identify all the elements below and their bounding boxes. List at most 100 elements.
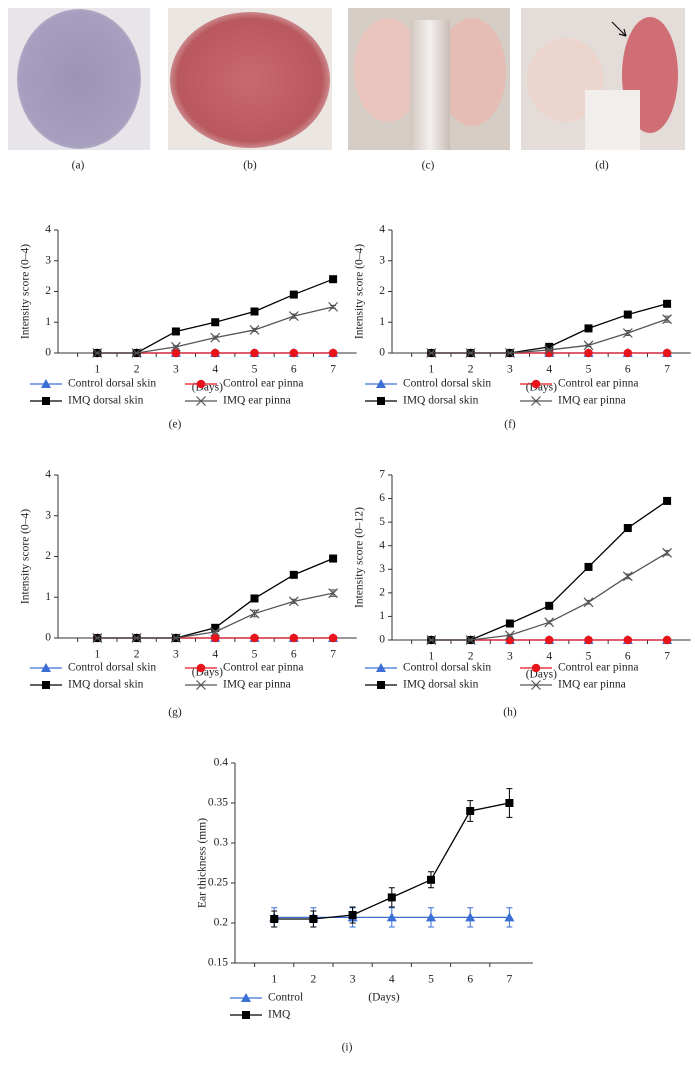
- y-tick-label: 0: [379, 347, 385, 359]
- photo-caption: (a): [72, 160, 85, 172]
- x-tick-label: 5: [428, 974, 434, 986]
- y-tick-label: 5: [379, 516, 385, 528]
- x-tick-label: 1: [94, 364, 100, 376]
- x-tick-label: 1: [94, 649, 100, 661]
- marker: [210, 332, 221, 343]
- marker: [544, 635, 554, 645]
- x-tick-label: 4: [546, 651, 552, 663]
- marker: [504, 630, 515, 641]
- marker: [250, 594, 259, 603]
- y-tick-label: 2: [45, 550, 51, 562]
- marker: [250, 307, 259, 316]
- marker: [377, 681, 385, 689]
- marker: [196, 663, 206, 673]
- marker: [623, 635, 633, 645]
- marker: [584, 348, 593, 358]
- x-tick-label: 1: [428, 651, 434, 663]
- x-tick-label: 7: [330, 649, 336, 661]
- panel-caption: (e): [169, 419, 182, 431]
- marker: [623, 524, 632, 533]
- legend-label: IMQ: [268, 1009, 291, 1021]
- marker: [376, 379, 386, 388]
- marker: [196, 396, 206, 406]
- marker: [584, 324, 593, 333]
- marker: [171, 348, 181, 358]
- marker: [288, 311, 299, 322]
- y-tick-label: 7: [379, 469, 385, 481]
- series-line: [431, 552, 668, 641]
- marker: [42, 681, 50, 689]
- y-tick-label: 0.35: [208, 797, 228, 809]
- marker: [584, 635, 593, 645]
- photo-a: [8, 8, 150, 150]
- y-tick-label: 0.4: [214, 757, 229, 769]
- marker: [196, 680, 206, 690]
- y-axis-label: Intensity score (0–12): [354, 507, 366, 608]
- x-tick-label: 2: [468, 651, 474, 663]
- marker: [531, 663, 541, 673]
- y-tick-label: 4: [45, 469, 51, 481]
- marker: [662, 635, 672, 645]
- marker: [466, 807, 475, 815]
- y-tick-label: 0: [45, 347, 51, 359]
- marker: [622, 328, 633, 338]
- legend-label: Control dorsal skin: [68, 662, 156, 674]
- x-tick-label: 4: [389, 974, 395, 986]
- marker: [170, 341, 181, 352]
- photo-caption: (c): [422, 160, 435, 172]
- photo-b: [168, 8, 332, 150]
- marker: [377, 397, 385, 405]
- y-tick-label: 0.3: [214, 837, 229, 849]
- x-tick-label: 2: [134, 364, 140, 376]
- marker: [623, 310, 632, 319]
- marker: [426, 635, 437, 645]
- legend-label: Control ear pinna: [558, 378, 638, 390]
- y-tick-label: 1: [379, 316, 385, 328]
- y-axis-label: Intensity score (0–4): [20, 244, 32, 339]
- y-tick-label: 1: [45, 591, 51, 603]
- marker: [41, 379, 51, 388]
- y-tick-label: 4: [379, 539, 385, 551]
- marker: [92, 348, 103, 358]
- marker: [348, 911, 357, 919]
- chart: 0.15 0.2 0.25 0.3 0.35 0.4 1 2 3 4 5 6 7 (Days) Ear th…: [197, 757, 533, 1054]
- marker: [328, 348, 338, 358]
- y-tick-label: 2: [45, 285, 51, 297]
- x-tick-label: 2: [468, 364, 474, 376]
- x-tick-label: 4: [212, 364, 218, 376]
- x-tick-label: 4: [212, 649, 218, 661]
- marker: [196, 379, 206, 389]
- legend-label: Control ear pinna: [223, 378, 303, 390]
- y-tick-label: 0.25: [208, 877, 228, 889]
- marker: [465, 635, 476, 645]
- panel-caption: (h): [503, 707, 517, 719]
- x-tick-label: 3: [173, 364, 179, 376]
- x-tick-label: 6: [291, 364, 297, 376]
- x-tick-label: 2: [134, 649, 140, 661]
- panel-caption: (f): [504, 419, 516, 431]
- x-tick-label: 5: [252, 364, 258, 376]
- marker: [328, 301, 339, 312]
- y-tick-label: 4: [45, 224, 51, 236]
- legend-label: IMQ ear pinna: [558, 679, 626, 691]
- marker: [210, 633, 220, 643]
- marker: [531, 379, 541, 389]
- y-tick-label: 3: [45, 509, 51, 521]
- marker: [289, 633, 299, 643]
- marker: [250, 348, 259, 358]
- y-tick-label: 3: [45, 254, 51, 266]
- marker: [504, 348, 515, 358]
- chart: 0 1 2 3 4 5 6 7 1 2 3 4 5 6 7 (Days) Intensity score (0–…: [354, 469, 691, 719]
- marker: [544, 345, 555, 355]
- marker: [386, 912, 397, 922]
- marker: [289, 570, 298, 579]
- marker: [242, 1011, 250, 1019]
- marker: [426, 348, 437, 358]
- photo-d: [521, 8, 685, 150]
- marker: [531, 680, 541, 690]
- marker: [622, 571, 633, 582]
- legend-label: Control ear pinna: [558, 662, 638, 674]
- x-tick-label: 2: [311, 974, 317, 986]
- legend-label: Control dorsal skin: [68, 378, 156, 390]
